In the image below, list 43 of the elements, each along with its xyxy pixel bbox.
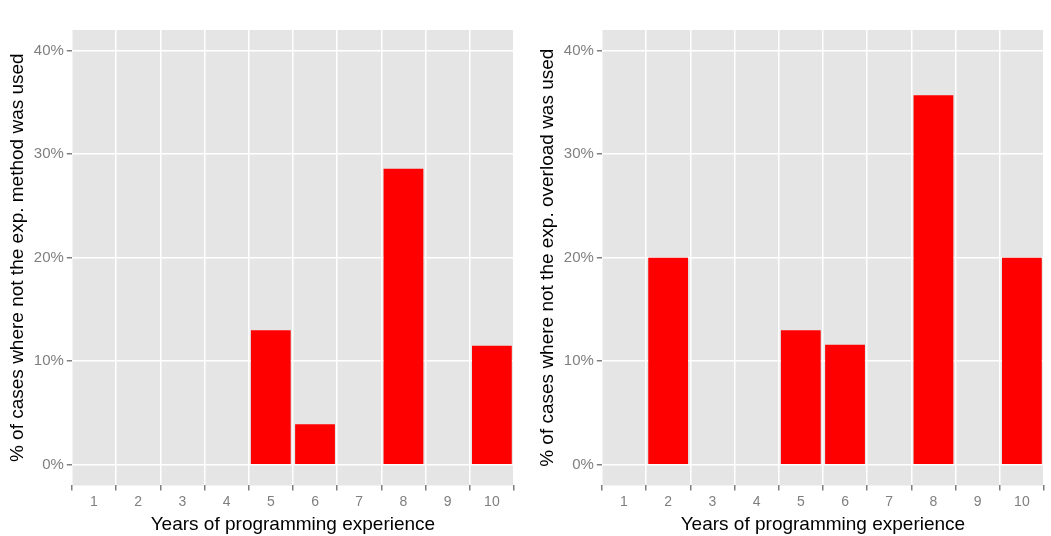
bar [295,424,335,464]
x-tick-label: 5 [266,492,275,509]
bar [383,168,424,464]
x-tick-label: 9 [443,492,452,509]
y-tick-label: 0% [42,454,64,472]
y-tick-label: 20% [563,247,594,265]
bar [471,345,512,464]
x-tick-label: 10 [484,492,500,509]
x-tick-label: 4 [752,492,761,509]
x-tick-label: 9 [973,492,982,509]
y-tick-label: 10% [33,351,64,369]
x-tick-label: 1 [620,492,629,509]
x-tick-label: 4 [222,492,231,509]
bar [780,330,821,464]
x-tick-label: 10 [1014,492,1030,509]
x-tick-label: 2 [134,492,143,509]
x-tick-label: 3 [178,492,187,509]
y-tick-label: 20% [33,247,64,265]
bar [250,330,291,464]
bar [825,344,865,464]
bar [913,95,954,464]
y-axis-title: % of cases where not the exp. overload was used [535,48,557,467]
y-tick-label: 40% [33,40,64,58]
x-tick-label: 6 [841,492,850,509]
x-tick-label: 3 [708,492,717,509]
x-tick-label: 7 [355,492,364,509]
x-tick-label: 8 [399,492,408,509]
bar [648,257,689,464]
y-tick-label: 0% [572,454,594,472]
y-axis-title: % of cases where not the exp. method was used [5,53,27,463]
y-tick-label: 10% [563,351,594,369]
x-tick-label: 8 [929,492,938,509]
y-tick-label: 40% [563,40,594,58]
y-tick-label: 30% [33,144,64,162]
x-tick-label: 5 [796,492,805,509]
x-axis-title: Years of programming experience [150,512,436,534]
x-axis-title: Years of programming experience [680,512,966,534]
x-tick-label: 7 [885,492,894,509]
x-tick-label: 1 [90,492,99,509]
bar [1001,257,1042,464]
y-tick-label: 30% [563,144,594,162]
x-tick-label: 6 [311,492,320,509]
x-tick-label: 2 [664,492,673,509]
